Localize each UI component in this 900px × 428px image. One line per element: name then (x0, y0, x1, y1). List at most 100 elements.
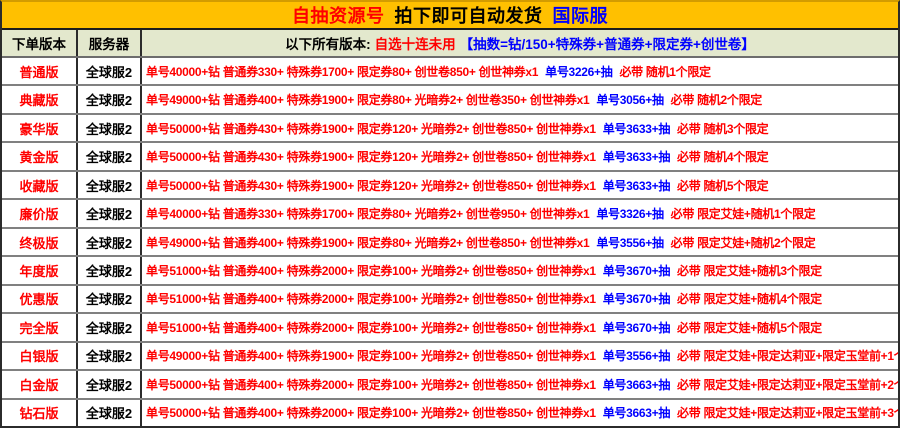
description-resources: 单号40000+钻 普通券330+ 特殊券1700+ 限定券80+ 光暗券2+ … (146, 207, 590, 222)
header-note-formula: 【抽数=钻/150+特殊券+普通券+限定券+创世卷】 (459, 37, 755, 52)
description-resources: 单号50000+钻 普通券430+ 特殊券1900+ 限定券120+ 光暗券2+… (146, 178, 596, 193)
description-resources: 单号50000+钻 普通券430+ 特殊券1900+ 限定券120+ 光暗券2+… (146, 150, 596, 165)
description-resources: 单号49000+钻 普通券400+ 特殊券1900+ 限定券100+ 光暗券2+… (146, 349, 596, 364)
description-bonus: 必带 限定艾娃+随机4个限定 (677, 292, 822, 307)
description-cell: 单号40000+钻 普通券330+ 特殊券1700+ 限定券80+ 创世卷850… (142, 58, 898, 84)
table-row: 典藏版 全球服2 单号49000+钻 普通券400+ 特殊券1900+ 限定券8… (2, 84, 898, 113)
server-cell: 全球服2 (78, 371, 142, 398)
version-cell: 收藏版 (2, 171, 78, 199)
version-cell: 豪华版 (2, 114, 78, 142)
server-cell: 全球服2 (78, 399, 142, 426)
server-cell: 全球服2 (78, 257, 142, 284)
version-cell: 完全版 (2, 314, 78, 341)
description-resources: 单号51000+钻 普通券400+ 特殊券2000+ 限定券100+ 光暗券2+… (146, 292, 596, 307)
version-cell: 普通版 (2, 58, 78, 85)
description-draws: 单号3633+抽 (602, 121, 671, 136)
header-version-column: 下单版本 (2, 30, 78, 56)
description-cell: 单号49000+钻 普通券400+ 特殊券1900+ 限定券80+ 光暗券2+ … (142, 229, 898, 255)
description-cell: 单号51000+钻 普通券400+ 特殊券2000+ 限定券100+ 光暗券2+… (142, 314, 898, 340)
version-cell: 终极版 (2, 228, 78, 256)
description-cell: 单号40000+钻 普通券330+ 特殊券1700+ 限定券80+ 光暗券2+ … (142, 200, 898, 226)
description-draws: 单号3663+抽 (602, 377, 671, 392)
description-draws: 单号3670+抽 (602, 264, 671, 279)
description-draws: 单号3663+抽 (602, 406, 671, 421)
version-cell: 典藏版 (2, 86, 78, 113)
table-row: 收藏版 全球服2 单号50000+钻 普通券430+ 特殊券1900+ 限定券1… (2, 169, 898, 199)
server-cell: 全球服2 (78, 314, 142, 341)
description-bonus: 必带 限定艾娃+限定达莉亚+限定玉堂前+1个限定 (677, 349, 898, 364)
description-draws: 单号3556+抽 (596, 235, 664, 250)
description-resources: 单号50000+钻 普通券400+ 特殊券2000+ 限定券100+ 光暗券2+… (146, 406, 596, 421)
banner-title-server: 国际服 (552, 6, 608, 26)
version-cell: 钻石版 (2, 399, 78, 426)
description-cell: 单号50000+钻 普通券400+ 特殊券2000+ 限定券100+ 光暗券2+… (142, 400, 898, 426)
header-note-warning: 自选十连未用 (374, 37, 456, 52)
version-cell: 年度版 (2, 257, 78, 284)
version-cell: 黄金版 (2, 143, 78, 170)
table-row: 钻石版 全球服2 单号50000+钻 普通券400+ 特殊券2000+ 限定券1… (2, 397, 898, 426)
description-bonus: 必带 限定艾娃+随机5个限定 (677, 320, 822, 335)
description-bonus: 必带 限定艾娃+限定达莉亚+限定玉堂前+3个限定 (677, 406, 898, 421)
description-bonus: 必带 限定艾娃+随机2个限定 (670, 235, 816, 250)
table-body: 普通版 全球服2 单号40000+钻 普通券330+ 特殊券1700+ 限定券8… (2, 58, 898, 426)
description-resources: 单号40000+钻 普通券330+ 特殊券1700+ 限定券80+ 创世卷850… (146, 64, 539, 79)
header-note-label: 以下所有版本: (285, 37, 371, 52)
table-row: 优惠版 全球服2 单号51000+钻 普通券400+ 特殊券2000+ 限定券1… (2, 283, 898, 313)
table-row: 白银版 全球服2 单号49000+钻 普通券400+ 特殊券1900+ 限定券1… (2, 340, 898, 370)
description-draws: 单号3670+抽 (602, 292, 671, 307)
description-resources: 单号51000+钻 普通券400+ 特殊券2000+ 限定券100+ 光暗券2+… (146, 264, 596, 279)
description-resources: 单号49000+钻 普通券400+ 特殊券1900+ 限定券80+ 光暗券2+ … (146, 235, 590, 250)
description-bonus: 必带 限定艾娃+限定达莉亚+限定玉堂前+2个限定 (677, 377, 898, 392)
server-cell: 全球服2 (78, 285, 142, 313)
description-cell: 单号50000+钻 普通券430+ 特殊券1900+ 限定券120+ 光暗券2+… (142, 172, 898, 198)
server-cell: 全球服2 (78, 58, 142, 85)
banner-title-delivery: 拍下即可自动发货 (394, 6, 543, 26)
table-row: 豪华版 全球服2 单号50000+钻 普通券430+ 特殊券1900+ 限定券1… (2, 112, 898, 142)
description-cell: 单号50000+钻 普通券400+ 特殊券2000+ 限定券100+ 光暗券2+… (142, 371, 898, 397)
server-cell: 全球服2 (78, 114, 142, 142)
description-bonus: 必带 随机1个限定 (619, 64, 711, 79)
description-cell: 单号50000+钻 普通券430+ 特殊券1900+ 限定券120+ 光暗券2+… (142, 115, 898, 141)
description-cell: 单号49000+钻 普通券400+ 特殊券1900+ 限定券100+ 光暗券2+… (142, 343, 898, 369)
server-cell: 全球服2 (78, 342, 142, 370)
version-cell: 白金版 (2, 371, 78, 398)
description-cell: 单号51000+钻 普通券400+ 特殊券2000+ 限定券100+ 光暗券2+… (142, 286, 898, 312)
description-cell: 单号49000+钻 普通券400+ 特殊券1900+ 限定券80+ 光暗券2+ … (142, 86, 898, 112)
server-cell: 全球服2 (78, 171, 142, 199)
description-bonus: 必带 随机5个限定 (677, 178, 769, 193)
description-resources: 单号50000+钻 普通券400+ 特殊券2000+ 限定券100+ 光暗券2+… (146, 377, 596, 392)
description-bonus: 必带 随机4个限定 (677, 150, 769, 165)
description-draws: 单号3226+抽 (545, 64, 613, 79)
table-row: 年度版 全球服2 单号51000+钻 普通券400+ 特殊券2000+ 限定券1… (2, 255, 898, 284)
table-row: 白金版 全球服2 单号50000+钻 普通券400+ 特殊券2000+ 限定券1… (2, 369, 898, 398)
server-cell: 全球服2 (78, 86, 142, 113)
description-resources: 单号50000+钻 普通券430+ 特殊券1900+ 限定券120+ 光暗券2+… (146, 121, 596, 136)
description-resources: 单号51000+钻 普通券400+ 特殊券2000+ 限定券100+ 光暗券2+… (146, 320, 596, 335)
version-cell: 白银版 (2, 342, 78, 370)
description-bonus: 必带 限定艾娃+随机1个限定 (670, 207, 816, 222)
server-cell: 全球服2 (78, 200, 142, 227)
table-row: 完全版 全球服2 单号51000+钻 普通券400+ 特殊券2000+ 限定券1… (2, 312, 898, 341)
banner: 自抽资源号 拍下即可自动发货 国际服 (2, 2, 898, 30)
version-cell: 优惠版 (2, 285, 78, 313)
description-draws: 单号3633+抽 (602, 178, 671, 193)
table-row: 普通版 全球服2 单号40000+钻 普通券330+ 特殊券1700+ 限定券8… (2, 58, 898, 85)
description-draws: 单号3326+抽 (596, 207, 664, 222)
description-bonus: 必带 随机3个限定 (677, 121, 769, 136)
header-note: 以下所有版本: 自选十连未用 【抽数=钻/150+特殊券+普通券+限定券+创世卷… (142, 30, 898, 56)
description-draws: 单号3556+抽 (602, 349, 671, 364)
description-cell: 单号51000+钻 普通券400+ 特殊券2000+ 限定券100+ 光暗券2+… (142, 257, 898, 283)
header-server-column: 服务器 (78, 30, 142, 56)
version-cell: 廉价版 (2, 200, 78, 227)
banner-title-product: 自抽资源号 (292, 6, 385, 26)
description-draws: 单号3056+抽 (596, 93, 664, 108)
description-bonus: 必带 限定艾娃+随机3个限定 (677, 264, 822, 279)
description-bonus: 必带 随机2个限定 (670, 93, 763, 108)
table-row: 廉价版 全球服2 单号40000+钻 普通券330+ 特殊券1700+ 限定券8… (2, 198, 898, 227)
server-cell: 全球服2 (78, 143, 142, 170)
description-resources: 单号49000+钻 普通券400+ 特殊券1900+ 限定券80+ 光暗券2+ … (146, 93, 590, 108)
table-row: 终极版 全球服2 单号49000+钻 普通券400+ 特殊券1900+ 限定券8… (2, 226, 898, 256)
description-cell: 单号50000+钻 普通券430+ 特殊券1900+ 限定券120+ 光暗券2+… (142, 143, 898, 169)
table-row: 黄金版 全球服2 单号50000+钻 普通券430+ 特殊券1900+ 限定券1… (2, 141, 898, 170)
